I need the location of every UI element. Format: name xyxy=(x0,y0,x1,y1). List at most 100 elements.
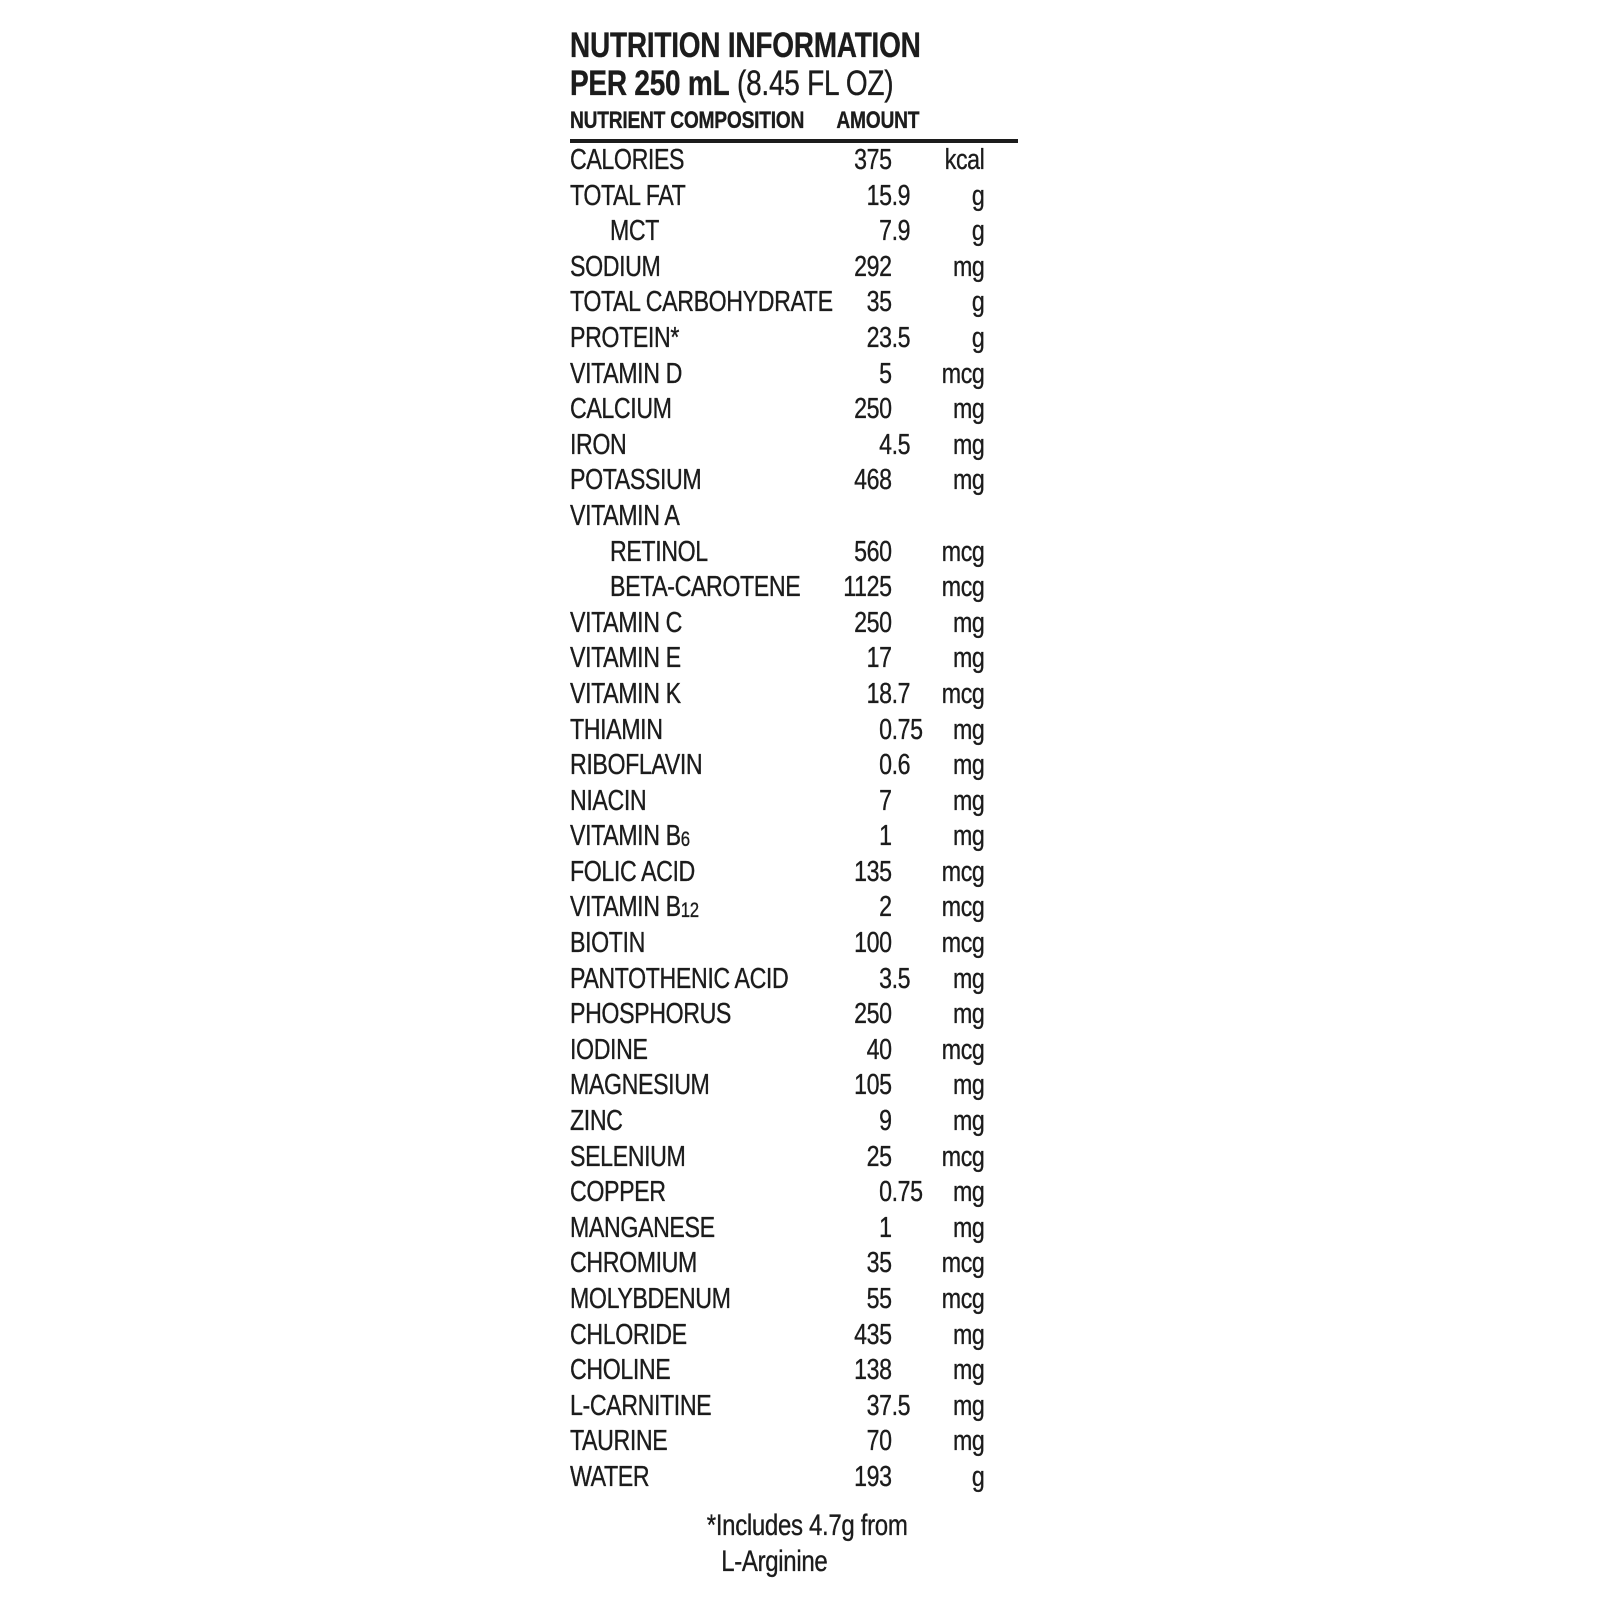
nutrient-name: VITAMIN B12 xyxy=(570,891,700,924)
amount-unit: mg xyxy=(952,1318,985,1351)
table-row: MAGNESIUM 105 mg xyxy=(570,1068,1018,1104)
nutrient-name: SODIUM xyxy=(570,250,661,283)
table-row: VITAMIN B12 2 mcg xyxy=(570,890,1018,926)
table-row: VITAMIN D 5 mcg xyxy=(570,357,1018,393)
amount-unit: g xyxy=(971,286,985,319)
amount-unit: mg xyxy=(952,464,985,497)
nutrient-name: MOLYBDENUM xyxy=(570,1283,731,1315)
nutrient-name: WATER xyxy=(570,1460,650,1493)
amount-value-integer: 25 xyxy=(866,1140,892,1173)
amount-unit: mcg xyxy=(941,357,985,390)
header-divider-rule xyxy=(570,139,1018,143)
serving-size-bold: PER 250 mL xyxy=(570,64,730,103)
amount-value-integer: 135 xyxy=(854,855,892,888)
table-row: MANGANESE 1 mg xyxy=(570,1211,1018,1247)
amount-unit: mcg xyxy=(941,1140,985,1173)
amount-unit: g xyxy=(971,1460,985,1493)
serving-size-fl-oz: (8.45 FL OZ) xyxy=(729,64,894,103)
table-row: ZINC 9 mg xyxy=(570,1104,1018,1140)
nutrient-name: PROTEIN* xyxy=(570,321,680,354)
table-row: CALCIUM 250 mg xyxy=(570,392,1018,428)
amount-value-integer: 0 xyxy=(879,749,892,782)
table-row: SODIUM 292 mg xyxy=(570,250,1018,286)
table-row: VITAMIN E 17 mg xyxy=(570,641,1018,677)
nutrient-name: NIACIN xyxy=(570,784,647,817)
table-row: PROTEIN* 23.5 g xyxy=(570,321,1018,357)
amount-value-integer: 70 xyxy=(866,1425,892,1458)
table-row: PANTOTHENIC ACID 3.5 mg xyxy=(570,962,1018,998)
amount-unit: mcg xyxy=(941,891,985,924)
nutrient-name: IRON xyxy=(570,428,627,461)
table-row: CALORIES 375 kcal xyxy=(570,143,1018,179)
amount-value-integer: 9 xyxy=(879,1105,892,1138)
amount-unit: mg xyxy=(952,1105,985,1138)
amount-value-integer: 1 xyxy=(879,820,892,853)
nutrient-name: BIOTIN xyxy=(570,927,646,960)
amount-unit: mg xyxy=(952,962,985,995)
amount-unit: mg xyxy=(952,1389,985,1422)
amount-value-integer: 138 xyxy=(854,1354,892,1387)
table-row: WATER 193 g xyxy=(570,1460,1018,1496)
amount-value-fraction: .5 xyxy=(891,1389,911,1422)
amount-unit: mg xyxy=(952,1211,985,1244)
column-header-nutrient-composition: NUTRIENT COMPOSITION xyxy=(570,107,805,134)
nutrient-name: ZINC xyxy=(570,1105,623,1138)
table-row: FOLIC ACID 135 mcg xyxy=(570,855,1018,891)
nutrient-name: RIBOFLAVIN xyxy=(570,749,703,782)
table-row: SELENIUM 25 mcg xyxy=(570,1140,1018,1176)
nutrient-name: MAGNESIUM xyxy=(570,1069,710,1102)
amount-unit: mcg xyxy=(941,535,985,568)
table-row: BIOTIN 100 mcg xyxy=(570,926,1018,962)
amount-unit: mcg xyxy=(941,571,985,604)
nutrient-name: TOTAL CARBOHYDRATE xyxy=(570,286,833,319)
nutrient-name: CHROMIUM xyxy=(570,1247,698,1280)
table-row: CHROMIUM 35 mcg xyxy=(570,1246,1018,1282)
table-row: MOLYBDENUM 55 mcg xyxy=(570,1282,1018,1318)
nutrient-name: RETINOL xyxy=(610,535,708,568)
amount-value-integer: 37 xyxy=(866,1389,892,1422)
nutrient-name: L-CARNITINE xyxy=(570,1389,712,1422)
amount-value-integer: 2 xyxy=(879,891,892,924)
column-headers: NUTRIENT COMPOSITION AMOUNT xyxy=(570,107,1018,134)
nutrient-name: VITAMIN A xyxy=(570,499,680,532)
amount-value-integer: 3 xyxy=(879,962,892,995)
amount-unit: kcal xyxy=(944,144,985,176)
amount-value-fraction: .5 xyxy=(891,962,911,995)
amount-value-integer: 55 xyxy=(866,1283,892,1315)
table-row: TOTAL CARBOHYDRATE 35 g xyxy=(570,285,1018,321)
amount-value-integer: 0 xyxy=(879,1176,892,1209)
amount-value-integer: 15 xyxy=(866,179,892,212)
amount-value-fraction: .9 xyxy=(891,179,911,212)
nutrition-label: NUTRITION INFORMATION PER 250 mL (8.45 F… xyxy=(570,26,1018,1580)
nutrient-name: PANTOTHENIC ACID xyxy=(570,962,789,995)
amount-unit: mg xyxy=(952,1354,985,1387)
amount-value-integer: 18 xyxy=(866,677,892,710)
amount-unit: mg xyxy=(952,250,985,283)
label-title: NUTRITION INFORMATION xyxy=(570,26,921,65)
protein-footnote: *Includes 4.7g from L-Arginine xyxy=(570,1508,1018,1580)
nutrient-name: VITAMIN B6 xyxy=(570,820,691,853)
amount-value-integer: 105 xyxy=(854,1069,892,1102)
amount-unit: mg xyxy=(952,749,985,782)
nutrient-name: VITAMIN D xyxy=(570,357,683,390)
amount-value-integer: 375 xyxy=(854,144,892,176)
nutrient-name: PHOSPHORUS xyxy=(570,998,732,1031)
nutrient-name-subscript: 12 xyxy=(680,899,700,923)
nutrient-name: CALORIES xyxy=(570,144,685,176)
amount-value-integer: 100 xyxy=(854,927,892,960)
table-row: RIBOFLAVIN 0.6 mg xyxy=(570,748,1018,784)
amount-unit: mg xyxy=(952,1176,985,1209)
amount-unit: mcg xyxy=(941,1033,985,1066)
nutrient-name: POTASSIUM xyxy=(570,464,702,497)
table-row: CHLORIDE 435 mg xyxy=(570,1318,1018,1354)
column-header-amount: AMOUNT xyxy=(836,107,920,134)
nutrient-name-subscript: 6 xyxy=(680,828,691,852)
table-row: VITAMIN A xyxy=(570,499,1018,535)
amount-unit: mg xyxy=(952,428,985,461)
footnote-line2: L-Arginine xyxy=(721,1544,828,1578)
amount-value-integer: 4 xyxy=(879,428,892,461)
table-row: RETINOL 560 mcg xyxy=(570,535,1018,571)
amount-value-integer: 0 xyxy=(879,713,892,746)
amount-unit: mcg xyxy=(941,1247,985,1280)
amount-unit: mg xyxy=(952,393,985,426)
